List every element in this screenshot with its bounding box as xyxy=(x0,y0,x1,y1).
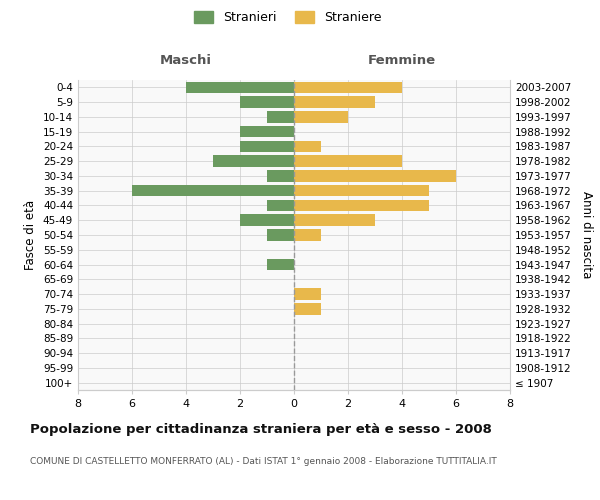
Bar xyxy=(267,170,294,181)
Bar xyxy=(267,259,294,270)
Bar xyxy=(294,140,321,152)
Bar xyxy=(240,126,294,138)
Bar xyxy=(186,82,294,93)
Bar xyxy=(213,156,294,167)
Bar xyxy=(240,214,294,226)
Bar xyxy=(294,214,375,226)
Bar xyxy=(132,185,294,196)
Bar xyxy=(294,229,321,241)
Y-axis label: Anni di nascita: Anni di nascita xyxy=(580,192,593,278)
Bar xyxy=(294,111,348,122)
Bar xyxy=(294,82,402,93)
Text: Maschi: Maschi xyxy=(160,54,212,68)
Bar xyxy=(294,185,429,196)
Bar xyxy=(240,140,294,152)
Text: Femmine: Femmine xyxy=(368,54,436,68)
Bar xyxy=(240,96,294,108)
Bar xyxy=(294,200,429,211)
Text: COMUNE DI CASTELLETTO MONFERRATO (AL) - Dati ISTAT 1° gennaio 2008 - Elaborazion: COMUNE DI CASTELLETTO MONFERRATO (AL) - … xyxy=(30,458,497,466)
Bar xyxy=(267,111,294,122)
Bar xyxy=(294,170,456,181)
Bar xyxy=(294,156,402,167)
Bar xyxy=(267,200,294,211)
Bar xyxy=(294,288,321,300)
Bar xyxy=(294,96,375,108)
Y-axis label: Fasce di età: Fasce di età xyxy=(25,200,37,270)
Bar xyxy=(267,229,294,241)
Text: Popolazione per cittadinanza straniera per età e sesso - 2008: Popolazione per cittadinanza straniera p… xyxy=(30,422,492,436)
Bar xyxy=(294,303,321,314)
Legend: Stranieri, Straniere: Stranieri, Straniere xyxy=(190,6,386,29)
